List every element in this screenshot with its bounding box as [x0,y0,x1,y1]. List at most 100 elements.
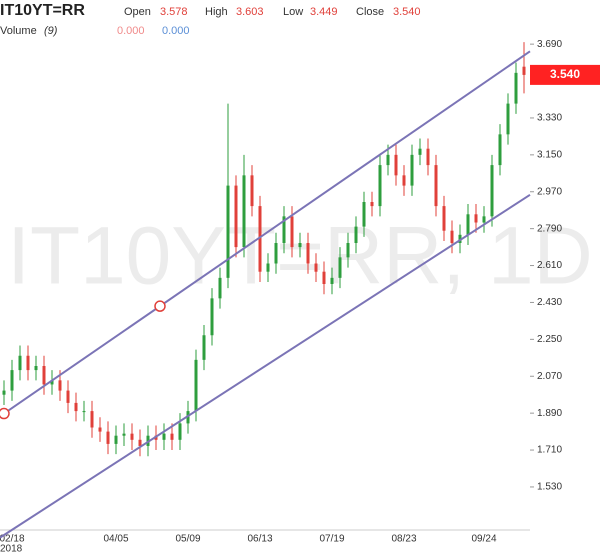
candle-body [474,214,478,223]
candle-body [210,298,214,336]
candle-body [370,202,374,207]
candle-body [442,206,446,231]
close-label: Close [356,6,384,18]
y-tick-label: 2.070 [537,371,562,382]
x-tick-label: 07/19 [319,534,344,545]
candle-body [338,257,342,278]
high-label: High [205,6,228,18]
candle-body [178,423,182,440]
x-tick-label: 02/18 [0,534,25,545]
candle-body [498,134,502,166]
y-tick-label: 3.330 [537,113,562,124]
candle-body [290,216,294,248]
x-tick-label: 05/09 [175,534,200,545]
volume-value: 0.000 [162,25,190,37]
y-tick-label: 1.710 [537,445,562,456]
y-tick-label: 2.250 [537,334,562,345]
x-tick-label: 06/13 [247,534,272,545]
candle-body [114,435,118,444]
candle-body [26,355,30,371]
channel-line [0,50,531,418]
candle-body [106,431,110,444]
candle-body [186,411,190,424]
candle-body [434,165,438,207]
candle-body [282,216,286,243]
candle-body [258,206,262,272]
candle-body [218,277,222,299]
candle-body [130,433,134,440]
y-tick-label: 3.690 [537,39,562,50]
candle-body [122,433,126,436]
candle-body [466,214,470,235]
y-tick-label: 2.430 [537,297,562,308]
candle-body [90,411,94,428]
open-value: 3.578 [160,6,188,18]
candle-body [458,234,462,243]
candle-body [346,243,350,258]
y-tick-label: 1.890 [537,408,562,419]
candle-body [522,66,526,75]
candle-body [490,165,494,217]
candle-body [34,366,38,371]
candle-body [330,277,334,284]
candle-body [42,366,46,385]
candle-body [482,216,486,223]
candle-body [410,154,414,186]
candle-body [298,243,302,248]
x-tick-label: 04/05 [103,534,128,545]
x-tick-label: 09/24 [471,534,496,545]
y-tick-label: 3.150 [537,149,562,160]
high-value: 3.603 [236,6,264,18]
candle-body [74,402,78,412]
low-value: 3.449 [310,6,338,18]
candle-body [394,154,398,176]
candle-body [506,103,510,135]
candle-body [314,263,318,272]
candle-body [514,72,518,104]
candle-body [450,230,454,243]
candle-body [66,390,70,403]
candle-body [170,433,174,440]
candle-body [162,433,166,440]
candle-body [226,185,230,278]
symbol: IT10YT=RR [0,2,85,19]
open-label: Open [124,6,151,18]
candle-body [362,202,366,227]
y-tick-label: 2.610 [537,260,562,271]
candle-body [306,243,310,264]
candle-body [274,243,278,264]
last-price-label: 3.540 [550,67,580,81]
candle-body [18,355,22,371]
channel-line [0,193,531,539]
candle-body [426,148,430,166]
candle-body [322,271,326,284]
candle-body [138,439,142,446]
close-value: 3.540 [393,6,421,18]
candle-body [194,359,198,412]
candle-body [418,148,422,155]
last-price-box [530,64,600,85]
volume-period: (9) [44,25,58,37]
candle-body [250,175,254,207]
candle-body [10,370,14,391]
candle-body [266,263,270,272]
candle-body [354,226,358,243]
anchor-point [0,407,10,420]
candle-body [234,185,238,248]
candle-body [202,335,206,360]
candle-body [378,165,382,207]
candle-body [386,154,390,166]
candle-body [242,175,246,248]
candle-body [98,427,102,432]
year-label: 2018 [0,544,23,555]
low-label: Low [283,6,303,18]
candle-body [402,175,406,186]
y-tick-label: 1.530 [537,482,562,493]
volume-label: Volume [0,25,37,37]
candle-body [50,380,54,385]
x-tick-label: 08/23 [391,534,416,545]
volume-value: 0.000 [117,25,145,37]
y-tick-label: 2.970 [537,186,562,197]
candle-body [82,411,86,413]
